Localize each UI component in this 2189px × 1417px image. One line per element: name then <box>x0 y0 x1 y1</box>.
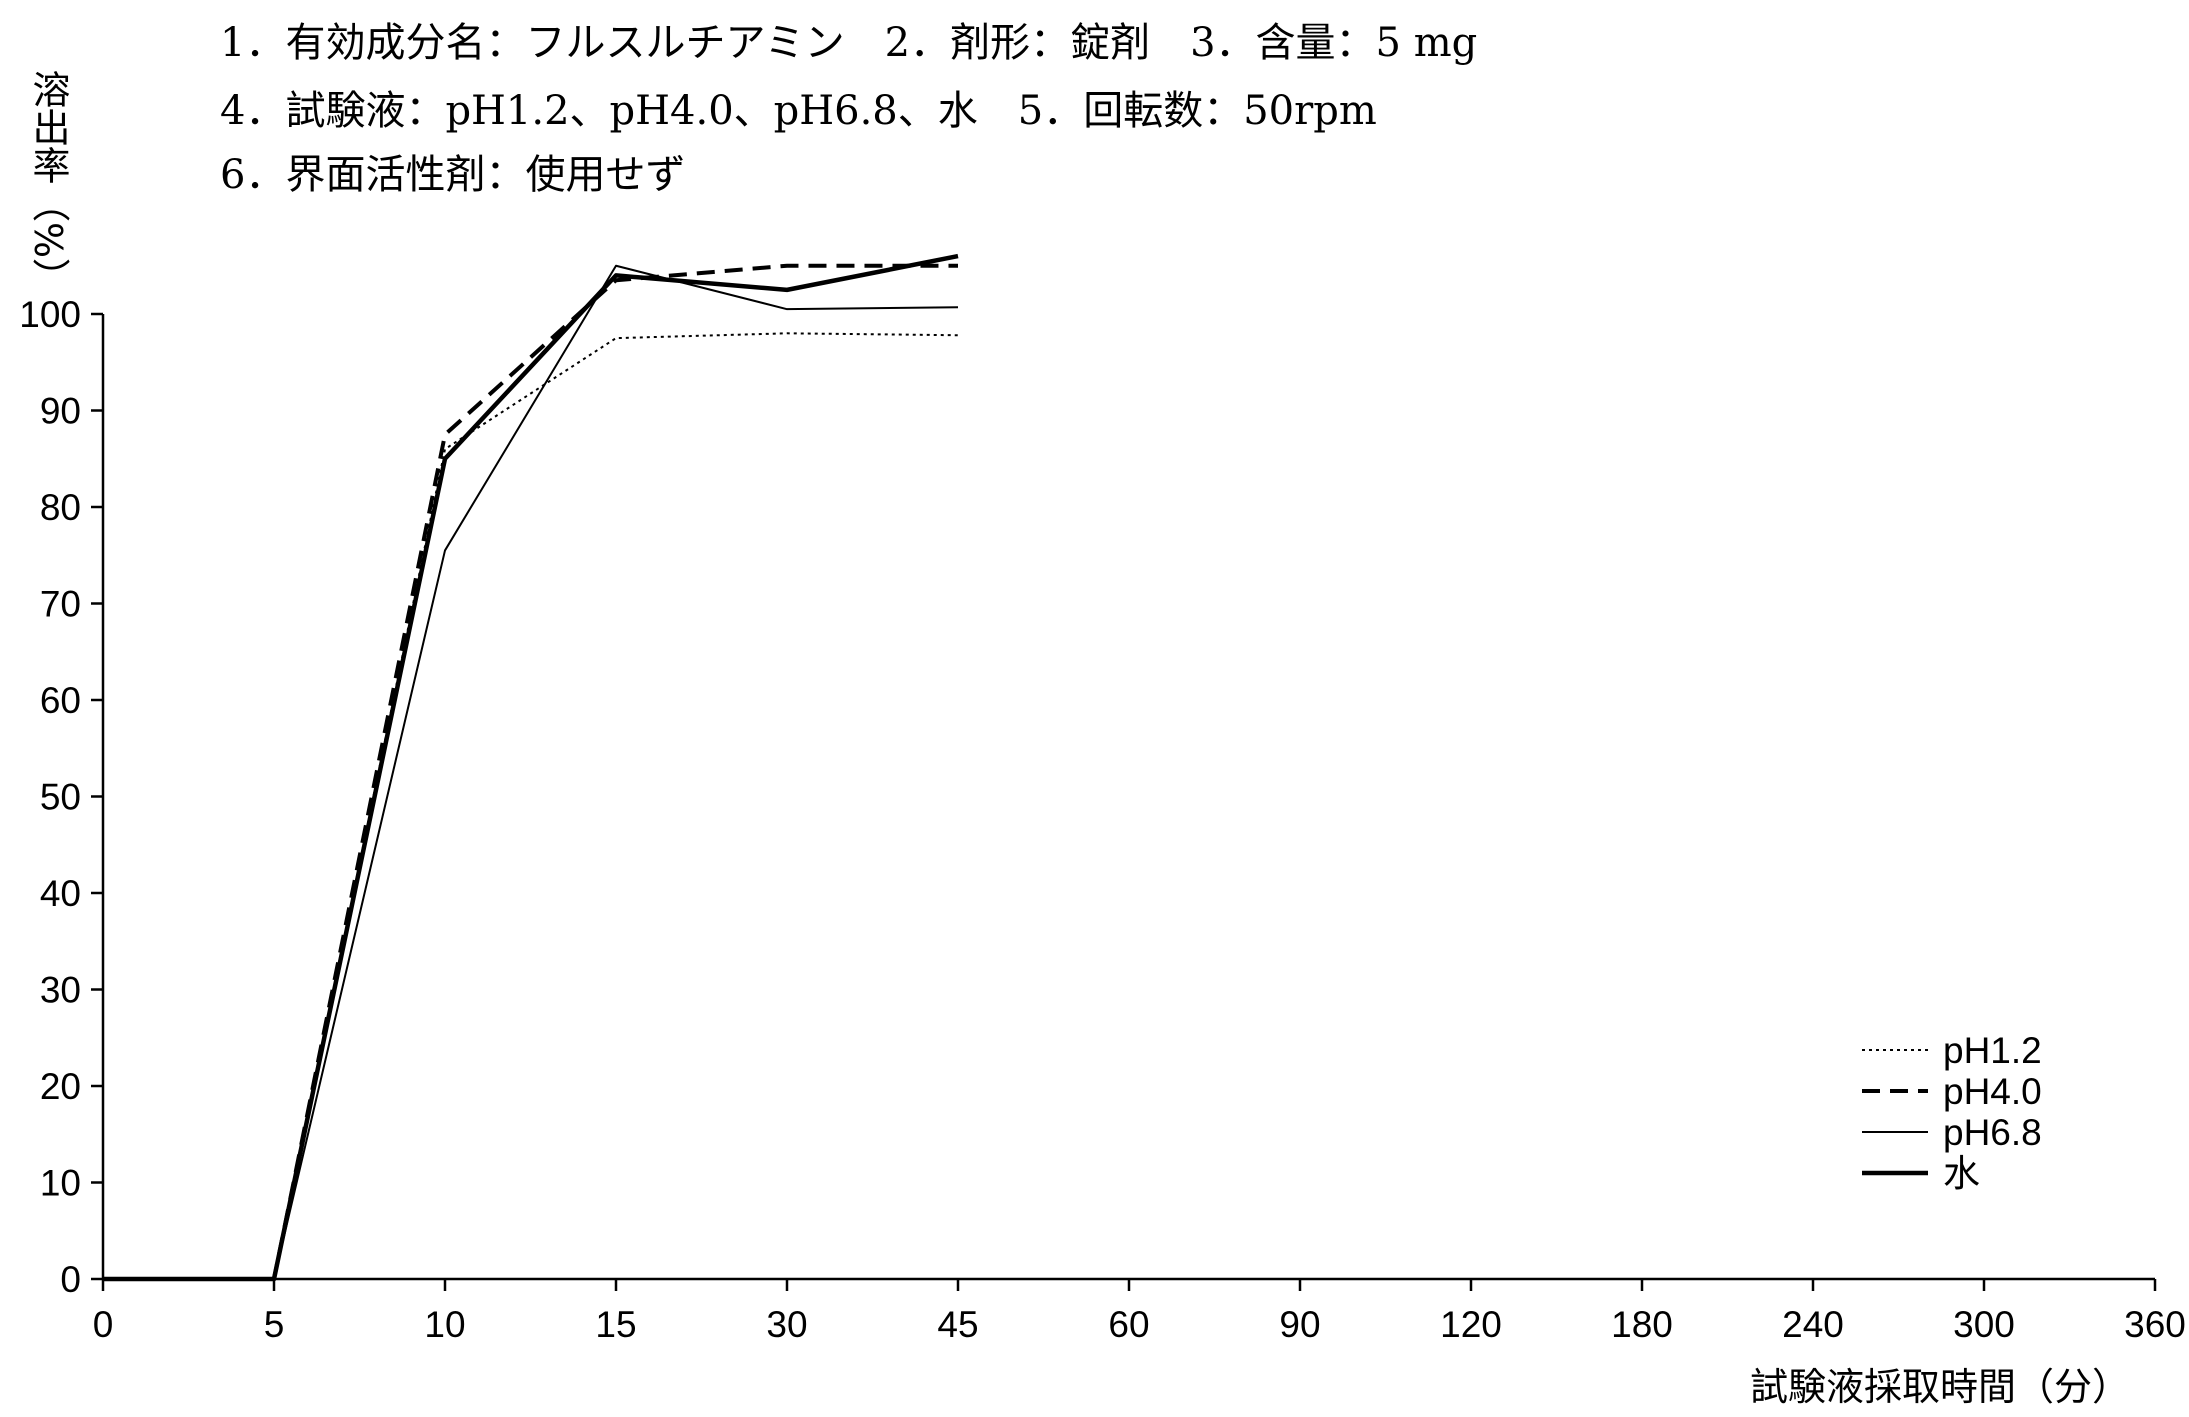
y-tick-label: 20 <box>40 1066 81 1107</box>
legend-label: 水 <box>1943 1153 1980 1194</box>
x-tick-label: 5 <box>264 1304 285 1345</box>
y-tick-label: 90 <box>40 391 81 432</box>
series-line-2 <box>103 263 958 1281</box>
series-line-3 <box>103 264 959 1280</box>
y-tick-label: 50 <box>40 777 81 818</box>
chart-axes <box>91 312 2157 1291</box>
x-tick-label: 60 <box>1108 1304 1149 1345</box>
x-tick-label: 240 <box>1782 1304 1844 1345</box>
header-line-1: 1．有効成分名：フルスルチアミン 2．剤形：錠剤 3．含量：5 mg <box>220 20 1477 66</box>
y-tick-label: 60 <box>40 680 81 721</box>
x-tick-label: 0 <box>93 1304 114 1345</box>
legend-label: pH1.2 <box>1943 1030 2042 1071</box>
x-tick-label: 15 <box>595 1304 636 1345</box>
x-tick-label: 360 <box>2124 1304 2186 1345</box>
y-tick-label: 0 <box>60 1259 81 1300</box>
legend-label: pH6.8 <box>1943 1112 2042 1153</box>
x-axis-title: 試験液採取時間（分） <box>1750 1365 2130 1409</box>
x-tick-label: 90 <box>1279 1304 1320 1345</box>
y-tick-label: 100 <box>19 294 81 335</box>
x-tick-label: 180 <box>1611 1304 1673 1345</box>
x-tick-label: 10 <box>424 1304 465 1345</box>
series-line-1 <box>103 332 959 1280</box>
y-axis-title: 溶出率（%） <box>26 70 70 296</box>
x-tick-label: 120 <box>1440 1304 1502 1345</box>
series-line-4 <box>103 253 959 1282</box>
x-tick-label: 300 <box>1953 1304 2015 1345</box>
y-tick-labels: 0 10 20 30 40 50 60 70 80 90 100 <box>19 294 81 1300</box>
y-tick-label: 40 <box>40 873 81 914</box>
chart-header: 1．有効成分名：フルスルチアミン 2．剤形：錠剤 3．含量：5 mg 4．試験液… <box>220 20 1477 198</box>
x-tick-label: 30 <box>766 1304 807 1345</box>
y-tick-label: 30 <box>40 970 81 1011</box>
legend-label: pH4.0 <box>1943 1071 2042 1112</box>
y-tick-label: 10 <box>40 1163 81 1204</box>
y-tick-label: 70 <box>40 584 81 625</box>
header-line-2: 4．試験液：pH1.2、pH4.0、pH6.8、水 5．回転数：50rpm <box>220 88 1377 134</box>
x-tick-label: 45 <box>937 1304 978 1345</box>
series-lines <box>103 253 959 1282</box>
x-tick-labels: 0 5 10 15 30 45 60 90 120 180 240 300 360 <box>93 1304 2186 1345</box>
header-line-3: 6．界面活性剤：使用せず <box>220 152 685 198</box>
y-tick-label: 80 <box>40 487 81 528</box>
